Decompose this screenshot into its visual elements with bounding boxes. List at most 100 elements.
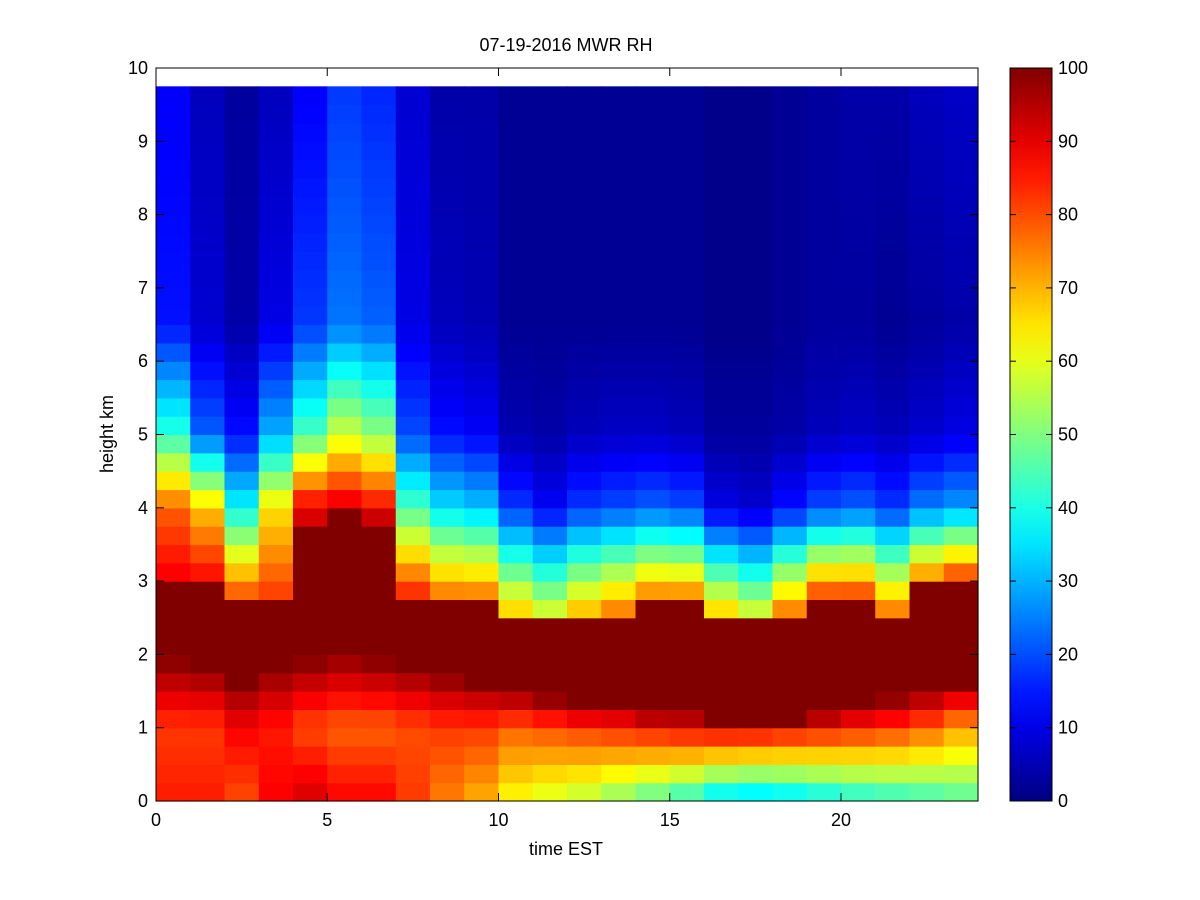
heatmap-cell <box>772 709 808 729</box>
heatmap-cell <box>395 214 431 234</box>
heatmap-cell <box>704 177 739 197</box>
heatmap-cell <box>430 526 465 546</box>
heatmap-cell <box>806 599 842 619</box>
heatmap-cell <box>293 452 328 472</box>
heatmap-cell <box>635 361 671 381</box>
heatmap-cell <box>224 379 260 399</box>
heatmap-cell <box>327 764 363 784</box>
heatmap-cell <box>635 562 671 582</box>
heatmap-cell <box>772 324 808 344</box>
heatmap-cell <box>943 672 979 692</box>
heatmap-cell <box>190 489 226 509</box>
heatmap-cell <box>464 654 500 674</box>
heatmap-cell <box>190 342 226 362</box>
heatmap-cell <box>430 251 465 271</box>
heatmap-cell <box>258 379 294 399</box>
heatmap-cell <box>258 177 294 197</box>
heatmap-cell <box>532 562 568 582</box>
heatmap-cell <box>909 636 945 655</box>
heatmap-cell <box>430 342 465 362</box>
heatmap-cell <box>601 581 637 601</box>
heatmap-cell <box>704 232 739 252</box>
heatmap-cell <box>224 782 260 802</box>
heatmap-cell <box>841 251 876 271</box>
heatmap-cell <box>806 636 842 655</box>
heatmap-cell <box>806 691 842 710</box>
heatmap-cell <box>704 526 739 546</box>
heatmap-cell <box>669 471 705 491</box>
heatmap-cell <box>464 232 500 252</box>
heatmap-cell <box>943 489 979 509</box>
heatmap-cell <box>909 654 945 674</box>
heatmap-cell <box>567 727 602 747</box>
heatmap-cell <box>841 672 876 692</box>
heatmap-cell <box>841 416 876 436</box>
heatmap-cell <box>704 251 739 271</box>
heatmap-cell <box>190 617 226 637</box>
heatmap-cell <box>738 416 774 436</box>
heatmap-cell <box>258 452 294 472</box>
heatmap-cell <box>156 617 191 637</box>
heatmap-cell <box>532 416 568 436</box>
heatmap-cell <box>258 782 294 802</box>
heatmap-cell <box>224 764 260 784</box>
heatmap-cell <box>532 177 568 197</box>
heatmap-cell <box>258 342 294 362</box>
heatmap-cell <box>806 672 842 692</box>
x-tick-label: 15 <box>660 810 680 830</box>
heatmap-cell <box>498 764 534 784</box>
heatmap-cell <box>498 562 534 582</box>
colorbar <box>1009 67 1053 802</box>
heatmap-cell <box>909 709 945 729</box>
heatmap-cell <box>875 709 911 729</box>
heatmap-cell <box>738 471 774 491</box>
heatmap-cell <box>567 159 602 179</box>
heatmap-cell <box>669 122 705 142</box>
heatmap-cell <box>224 507 260 527</box>
heatmap-cell <box>567 416 602 436</box>
heatmap-cell <box>190 214 226 234</box>
heatmap-cell <box>190 177 226 197</box>
heatmap-cell <box>704 104 739 124</box>
heatmap-cell <box>635 287 671 307</box>
heatmap-cell <box>293 727 328 747</box>
heatmap-cell <box>258 86 294 106</box>
heatmap-cell <box>224 104 260 124</box>
heatmap-cell <box>943 104 979 124</box>
heatmap-cell <box>841 159 876 179</box>
heatmap-cell <box>190 306 226 326</box>
heatmap-cell <box>532 306 568 326</box>
heatmap-cell <box>772 214 808 234</box>
heatmap-cell <box>395 636 431 655</box>
colorbar-tick-label: 60 <box>1058 351 1078 371</box>
heatmap-cell <box>156 727 191 747</box>
heatmap-cell <box>532 159 568 179</box>
colorbar-tick-label: 30 <box>1058 571 1078 591</box>
heatmap-cell <box>772 617 808 637</box>
heatmap-cell <box>738 709 774 729</box>
heatmap-cell <box>704 397 739 417</box>
heatmap-cell <box>806 416 842 436</box>
heatmap-cell <box>361 269 397 289</box>
heatmap-cell <box>635 599 671 619</box>
heatmap-cell <box>498 746 534 765</box>
y-tick-label: 9 <box>138 131 148 151</box>
heatmap-cell <box>669 727 705 747</box>
heatmap-cell <box>841 379 876 399</box>
heatmap-cell <box>361 214 397 234</box>
heatmap-cell <box>498 672 534 692</box>
heatmap-cell <box>943 306 979 326</box>
heatmap-cell <box>293 379 328 399</box>
heatmap-cell <box>567 654 602 674</box>
heatmap-cell <box>395 232 431 252</box>
heatmap-cell <box>943 507 979 527</box>
heatmap-cell <box>430 379 465 399</box>
heatmap-cell <box>669 251 705 271</box>
heatmap-cell <box>464 581 500 601</box>
heatmap-cell <box>738 581 774 601</box>
heatmap-cell <box>601 361 637 381</box>
heatmap-cell <box>361 709 397 729</box>
heatmap-cell <box>361 287 397 307</box>
heatmap-cell <box>361 141 397 161</box>
heatmap-cell <box>772 342 808 362</box>
